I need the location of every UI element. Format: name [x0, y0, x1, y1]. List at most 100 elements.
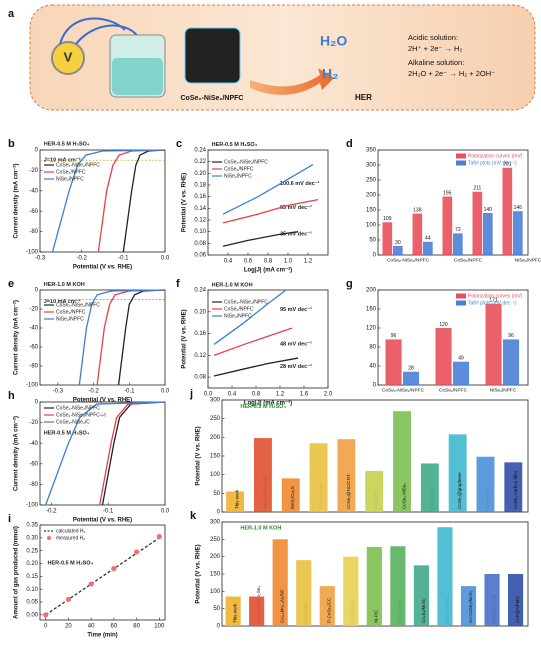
plot-frame: [39, 524, 166, 621]
x-axis-label: Potential (V vs. RHE): [73, 265, 132, 271]
y-tick-label: 0.24: [194, 288, 206, 294]
x-tick-label: CoP@NPMG: [515, 596, 520, 623]
series-line: [213, 357, 299, 377]
x-tick-label: -0.2: [76, 256, 87, 262]
legend-label: CoSe₂-NiSe₂/NPFC-i-t: [56, 412, 106, 418]
y-axis-label: Potential (V vs. RHE): [182, 309, 188, 368]
panel-label: h: [8, 390, 15, 402]
bar: [225, 596, 241, 626]
x-tick-label: 0.6: [244, 259, 253, 265]
x-tick-label: 0.8: [264, 259, 273, 265]
annotation: HER-1.0 M KOH: [240, 526, 281, 532]
acid-equation: 2H⁺ + 2e⁻ → H₂: [408, 44, 462, 53]
voltmeter-label: V: [64, 49, 73, 64]
acid-title: Acidic solution:: [408, 33, 458, 42]
y-tick-label: -100: [26, 503, 39, 509]
series-line: [96, 289, 166, 386]
y-tick-label: 300: [210, 398, 221, 404]
y-tick-label: 0: [35, 400, 39, 406]
bar: [503, 339, 520, 385]
series-line: [45, 537, 160, 616]
plot-frame: [207, 289, 329, 389]
y-tick-label: -80: [29, 482, 38, 488]
schematic: a V CoSe₂-NiSe₂/NPFC H₂O H₂ HER Acidic s…: [8, 4, 536, 111]
y-tick-label: 0: [217, 624, 221, 630]
x-tick-label: 0.0: [161, 389, 170, 395]
bar: [507, 574, 524, 626]
legend-label: CoSe₂/NPFC: [56, 309, 86, 315]
bar: [403, 371, 420, 385]
chart: g 0 40 80 120 160 200 CoSe₂-NiSe₂/NPFC CoSe₂/NPF…: [346, 278, 529, 393]
y-tick-label: 200: [366, 193, 377, 199]
x-axis-label: Time (min): [87, 633, 117, 639]
y-tick-label: 300: [366, 163, 377, 169]
y-tick-label: 50: [369, 238, 376, 244]
x-tick-label: This work: [235, 489, 240, 509]
y-axis-label: Current density (mA cm⁻²): [13, 164, 20, 239]
x-axis-label: Potential (V vs. RHE): [73, 398, 132, 404]
y-tick-label: -60: [29, 345, 38, 351]
y-tick-label: 40: [369, 364, 376, 370]
data-point: [43, 612, 49, 618]
x-tick-label: CoSe₂/NPFC: [454, 257, 483, 263]
x-tick-label: CoSe₂-NiSe₂/NPFC: [382, 387, 425, 393]
bar: [513, 211, 523, 255]
legend-label: CoSe₂/NPFC: [224, 166, 254, 172]
y-tick-label: 0.08: [194, 241, 206, 247]
series-line: [78, 289, 166, 386]
chart: b 0 -20 -40 -60 -80 -100 Current density (mA cm…: [8, 138, 170, 271]
legend-swatch: [456, 160, 466, 166]
panel-label: b: [8, 138, 15, 150]
bar: [382, 222, 393, 255]
x-tick-label: 0.0: [204, 392, 213, 398]
bar: [423, 241, 433, 255]
value-label: 195: [443, 190, 452, 196]
legend-label: CoSe₂/NPFC: [56, 169, 86, 175]
value-label: 120: [439, 322, 448, 328]
panel-label: d: [346, 138, 353, 150]
x-tick-label: 1.0: [284, 259, 293, 265]
x-tick-label: This work: [232, 603, 237, 623]
legend-label: CoSe₂-NiSe₂/C: [56, 419, 90, 425]
plot-frame: [39, 149, 166, 253]
series-line: [51, 149, 166, 253]
y-tick-label: 350: [366, 148, 377, 154]
y-tick-label: 0.05: [26, 600, 38, 606]
value-label: 30: [395, 240, 401, 246]
bar: [472, 191, 483, 255]
her-label: HER: [355, 93, 372, 102]
y-tick-label: 0: [217, 510, 221, 516]
x-tick-label: Co₉S₈/MoS₂: [421, 598, 426, 623]
x-tick-label: CoSe₂-carbon fiber: [513, 470, 518, 509]
x-tick-label: 20: [65, 624, 72, 630]
legend-label: NiSe₂/NPFC: [224, 313, 252, 319]
bar: [502, 167, 513, 255]
series-line: [222, 231, 299, 247]
y-tick-label: 150: [210, 572, 221, 578]
bar: [365, 470, 384, 512]
chart: d 0 50 100 150 200 250 300 350 CoSe₂-NiSe₂/NPFC Co…: [346, 138, 541, 263]
annotation: HER-0.5 M H₂SO₄: [44, 430, 90, 436]
y-tick-label: 200: [210, 554, 221, 560]
y-tick-label: 0: [35, 288, 39, 294]
series-line: [222, 198, 319, 224]
bar: [448, 434, 467, 512]
annotation: J=10 mA cm⁻²: [44, 298, 81, 305]
y-tick-label: 120: [366, 326, 377, 332]
chart: f 0.08 0.12 0.16 0.20 0.24 Potential (V vs. RH…: [176, 278, 333, 407]
bar: [281, 478, 300, 512]
legend-label: measured H₂: [56, 535, 85, 541]
bar: [460, 586, 477, 626]
x-tick-label: MoS₂/Cu₂S: [290, 486, 295, 509]
x-tick-label: CoSe₂@graphene: [457, 472, 462, 509]
y-tick-label: 0.14: [194, 206, 206, 212]
y-tick-label: 0.00: [26, 612, 38, 618]
x-axis-label: Log|J| (mA cm⁻²): [244, 267, 292, 274]
chart: k 0 50 100 150 200 250 300 Potential (V vs. RHE)…: [190, 510, 529, 630]
y-axis-label: Current density (mA cm⁻²): [13, 416, 20, 491]
legend-label: Tafel plots (mV dec⁻¹): [468, 160, 517, 166]
annotation: 63 mV dec⁻¹: [280, 204, 312, 211]
y-tick-label: 0.16: [194, 331, 206, 337]
chart: e 0 -20 -40 -60 -80 -100 Current density (mA cm…: [8, 278, 170, 404]
